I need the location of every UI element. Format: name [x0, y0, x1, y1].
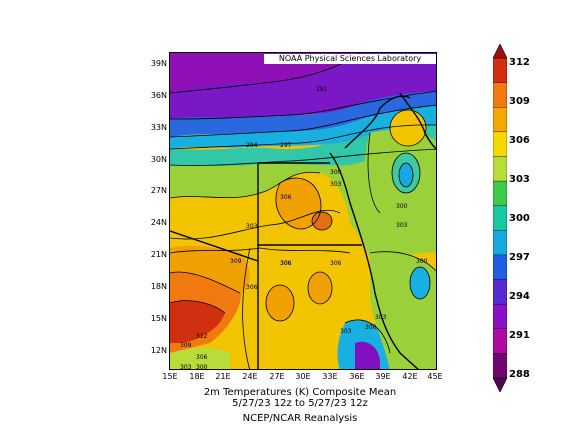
contour-label: 303: [180, 364, 192, 370]
colorbar-label: 312: [509, 57, 530, 68]
lon-label: 45E: [427, 372, 443, 381]
lat-label: 12N: [150, 346, 167, 355]
contour-label: 306: [280, 260, 292, 267]
lat-label: 30N: [150, 155, 167, 164]
colorbar-segment: [493, 82, 507, 108]
colorbar-segment: [493, 131, 507, 158]
contour-label: 303: [340, 328, 352, 335]
contour-label: 300: [365, 324, 377, 331]
caption-title: 2m Temperatures (K) Composite Mean: [203, 387, 397, 398]
contour-label: 300: [396, 203, 408, 210]
contour-label: 300: [330, 169, 342, 176]
temperature-map: 291 294 297 300 303 306 303 306 303 300 …: [169, 52, 437, 370]
lat-label: 33N: [150, 123, 167, 132]
gulf-warm: [390, 110, 426, 146]
colorbar-label: 303: [509, 174, 530, 185]
contour-label: 294: [246, 142, 258, 149]
credit-label: NOAA Physical Sciences Laboratory: [264, 54, 436, 64]
colorbar-top-arrow: [493, 44, 507, 59]
colorbar-segment: [493, 254, 507, 281]
contour-label: 303: [375, 314, 387, 321]
lon-label: 36E: [349, 372, 365, 381]
contour-label: 309: [230, 258, 242, 265]
colorbar-label: 309: [509, 96, 530, 107]
lon-label: 21E: [215, 372, 231, 381]
contour-label: 306: [196, 354, 208, 361]
chad-very-hot: [170, 300, 225, 343]
yemen-cool: [410, 267, 430, 299]
southwest-green: [170, 348, 230, 369]
lat-label: 18N: [150, 282, 167, 291]
contour-label: 303: [246, 223, 258, 230]
colorbar-segments: [493, 57, 507, 379]
colorbar-segment: [493, 57, 507, 84]
colorbar-segment: [493, 353, 507, 379]
colorbar: [493, 44, 507, 392]
contour-label: 291: [316, 86, 328, 93]
contour-label: 306: [330, 260, 342, 267]
contour-label: 309: [180, 342, 192, 349]
sudan-warm: [242, 243, 369, 369]
lon-label: 39E: [375, 372, 391, 381]
ethiopia-purple: [355, 341, 380, 369]
lat-label: 21N: [150, 250, 167, 259]
arabia-cool-core: [399, 163, 413, 187]
colorbar-label: 297: [509, 252, 530, 263]
contour-label: 306: [280, 194, 292, 201]
map-fields: 291 294 297 300 303 306 303 306 303 300 …: [170, 53, 436, 370]
colorbar-segment: [493, 328, 507, 355]
contour-label: 306: [280, 260, 292, 267]
colorbar-segment: [493, 205, 507, 232]
contour-label-group: 291 294 297 300 303 306 303 306 303 300 …: [180, 86, 428, 370]
lon-label: 30E: [295, 372, 311, 381]
lon-label: 42E: [402, 372, 418, 381]
contour-label: 300: [196, 364, 208, 370]
caption-dates: 5/27/23 12z to 5/27/23 12z: [232, 398, 368, 409]
lon-label: 18E: [189, 372, 205, 381]
lat-label: 36N: [150, 91, 167, 100]
colorbar-segment: [493, 279, 507, 305]
lat-label: 15N: [150, 314, 167, 323]
colorbar-label: 291: [509, 330, 530, 341]
egypt-hot-core: [312, 212, 332, 230]
colorbar-label: 306: [509, 135, 530, 146]
colorbar-label: 300: [509, 213, 530, 224]
lon-label: 24E: [242, 372, 258, 381]
sudan-hot-2: [308, 272, 332, 304]
colorbar-segment: [493, 107, 507, 133]
contour-label: 297: [280, 142, 292, 149]
lon-label: 27E: [269, 372, 285, 381]
lon-label: 33E: [322, 372, 338, 381]
egypt-hot-spot: [275, 178, 321, 229]
contour-label: 312: [196, 333, 208, 340]
lat-label: 24N: [150, 218, 167, 227]
colorbar-bottom-arrow: [493, 377, 507, 392]
contour-label: 306: [246, 284, 258, 291]
sudan-hot: [266, 285, 294, 321]
borders: [170, 92, 436, 369]
west-orange: [170, 245, 250, 293]
colorbar-segment: [493, 180, 507, 207]
lon-label: 15E: [162, 372, 178, 381]
colorbar-segment: [493, 303, 507, 330]
colorbar-label: 294: [509, 291, 530, 302]
lat-label: 27N: [150, 186, 167, 195]
colorbar-segment: [493, 230, 507, 256]
blue-band: [170, 89, 436, 137]
contour-label: 303: [396, 222, 408, 229]
lat-label: 39N: [150, 59, 167, 68]
caption-source: NCEP/NCAR Reanalysis: [242, 413, 358, 424]
colorbar-label: 288: [509, 369, 530, 380]
contour-label: 300: [416, 258, 428, 265]
contour-label: 303: [330, 181, 342, 188]
colorbar-segment: [493, 156, 507, 182]
contour-lines: [170, 53, 436, 369]
